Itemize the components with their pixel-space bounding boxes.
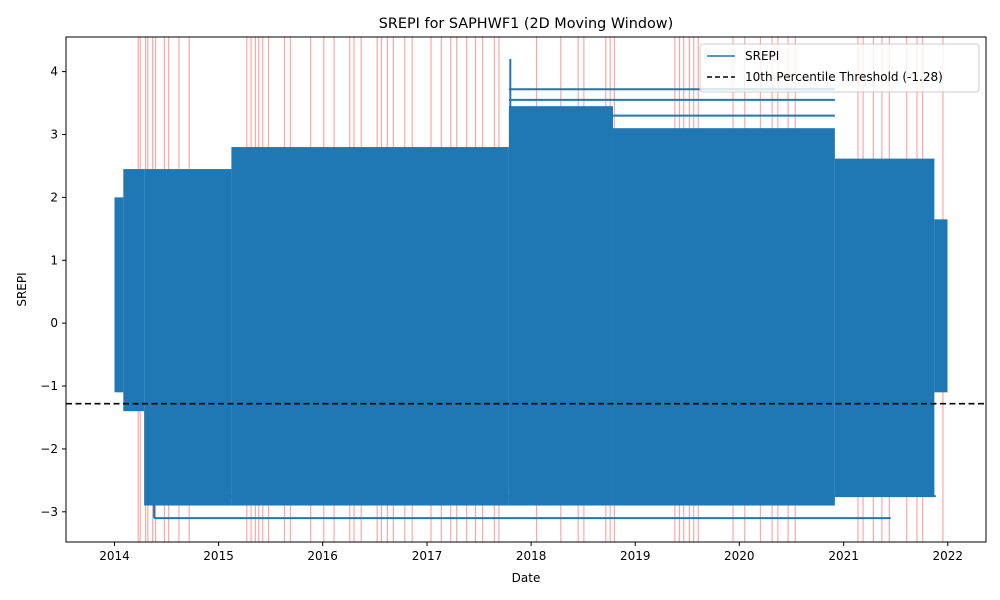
series-segment (508, 106, 613, 506)
x-tick-label: 2016 (307, 549, 338, 563)
legend-box (699, 43, 980, 93)
y-tick-label: 4 (50, 65, 58, 79)
x-axis: 2014 2015 2016 2017 2018 2019 2020 2021 2022 (99, 542, 963, 563)
series-segment (934, 219, 948, 393)
y-tick-label: 2 (50, 190, 58, 204)
x-tick-label: 2021 (828, 549, 859, 563)
series-srepi (114, 59, 948, 520)
axes-frame (65, 36, 987, 543)
series-segment (144, 169, 232, 506)
x-tick-label: 2019 (620, 549, 651, 563)
legend: SREPI 10th Percentile Threshold (-1.28) (699, 43, 980, 93)
chart-title: SREPI for SAPHWF1 (2D Moving Window) (379, 16, 673, 32)
y-axis: −3 −2 −1 0 1 2 3 4 (40, 65, 66, 519)
y-tick-label: −3 (40, 505, 58, 519)
series-segment (123, 169, 145, 412)
y-axis-label: SREPI (15, 272, 29, 306)
y-tick-label: −2 (40, 442, 58, 456)
x-tick-label: 2018 (516, 549, 547, 563)
x-tick-label: 2020 (724, 549, 755, 563)
y-tick-label: 0 (50, 316, 58, 330)
x-tick-label: 2022 (933, 549, 964, 563)
x-tick-label: 2017 (412, 549, 443, 563)
y-tick-label: 3 (50, 127, 58, 141)
y-tick-label: 1 (50, 253, 58, 267)
legend-srepi-label: SREPI (745, 49, 779, 63)
series-segment (834, 159, 935, 497)
series-segment (612, 128, 835, 506)
series-segment (114, 197, 124, 393)
x-tick-label: 2015 (203, 549, 234, 563)
x-axis-label: Date (512, 571, 541, 585)
series-segment (231, 147, 509, 506)
legend-threshold-label: 10th Percentile Threshold (-1.28) (745, 70, 943, 84)
y-tick-label: −1 (40, 379, 58, 393)
x-tick-label: 2014 (99, 549, 130, 563)
